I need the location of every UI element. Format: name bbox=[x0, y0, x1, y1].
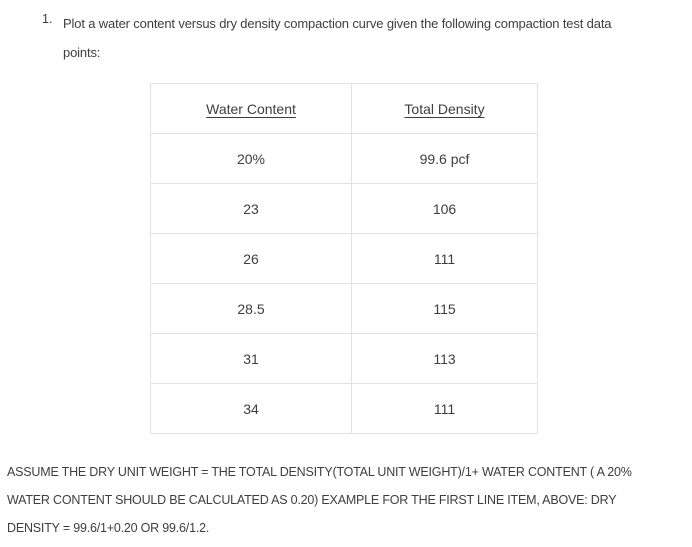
cell-water-content: 28.5 bbox=[150, 283, 352, 334]
cell-water-content: 34 bbox=[150, 383, 352, 434]
compaction-data-table: Water Content Total Density 20% 99.6 pcf… bbox=[150, 83, 538, 434]
cell-water-content: 23 bbox=[150, 183, 352, 234]
cell-total-density: 111 bbox=[351, 383, 538, 434]
table-row: 20% 99.6 pcf bbox=[150, 133, 538, 184]
table-row: 31 113 bbox=[150, 333, 538, 384]
assumption-note-line-2: WATER CONTENT SHOULD BE CALCULATED AS 0.… bbox=[7, 493, 617, 507]
cell-total-density: 99.6 pcf bbox=[351, 133, 538, 184]
problem-statement-line-2: points: bbox=[63, 45, 101, 60]
cell-total-density: 115 bbox=[351, 283, 538, 334]
problem-statement: Plot a water content versus dry density … bbox=[63, 9, 612, 67]
assumption-note-line-3: DENSITY = 99.6/1+0.20 OR 99.6/1.2. bbox=[7, 521, 210, 535]
list-item-number: 1. bbox=[42, 12, 53, 26]
table-row: 28.5 115 bbox=[150, 283, 538, 334]
cell-total-density: 111 bbox=[351, 233, 538, 284]
assumption-note-line-1: ASSUME THE DRY UNIT WEIGHT = THE TOTAL D… bbox=[7, 465, 632, 479]
column-header-water-content-label: Water Content bbox=[206, 100, 296, 117]
table-header-row: Water Content Total Density bbox=[150, 83, 538, 134]
table-row: 34 111 bbox=[150, 383, 538, 434]
cell-water-content: 20% bbox=[150, 133, 352, 184]
cell-total-density: 113 bbox=[351, 333, 538, 384]
cell-water-content: 31 bbox=[150, 333, 352, 384]
cell-water-content: 26 bbox=[150, 233, 352, 284]
column-header-total-density: Total Density bbox=[351, 83, 538, 134]
cell-total-density: 106 bbox=[351, 183, 538, 234]
problem-statement-line-1: Plot a water content versus dry density … bbox=[63, 16, 612, 31]
table-row: 23 106 bbox=[150, 183, 538, 234]
table-row: 26 111 bbox=[150, 233, 538, 284]
column-header-water-content: Water Content bbox=[150, 83, 352, 134]
column-header-total-density-label: Total Density bbox=[404, 100, 485, 117]
assumption-note: ASSUME THE DRY UNIT WEIGHT = THE TOTAL D… bbox=[7, 458, 632, 542]
